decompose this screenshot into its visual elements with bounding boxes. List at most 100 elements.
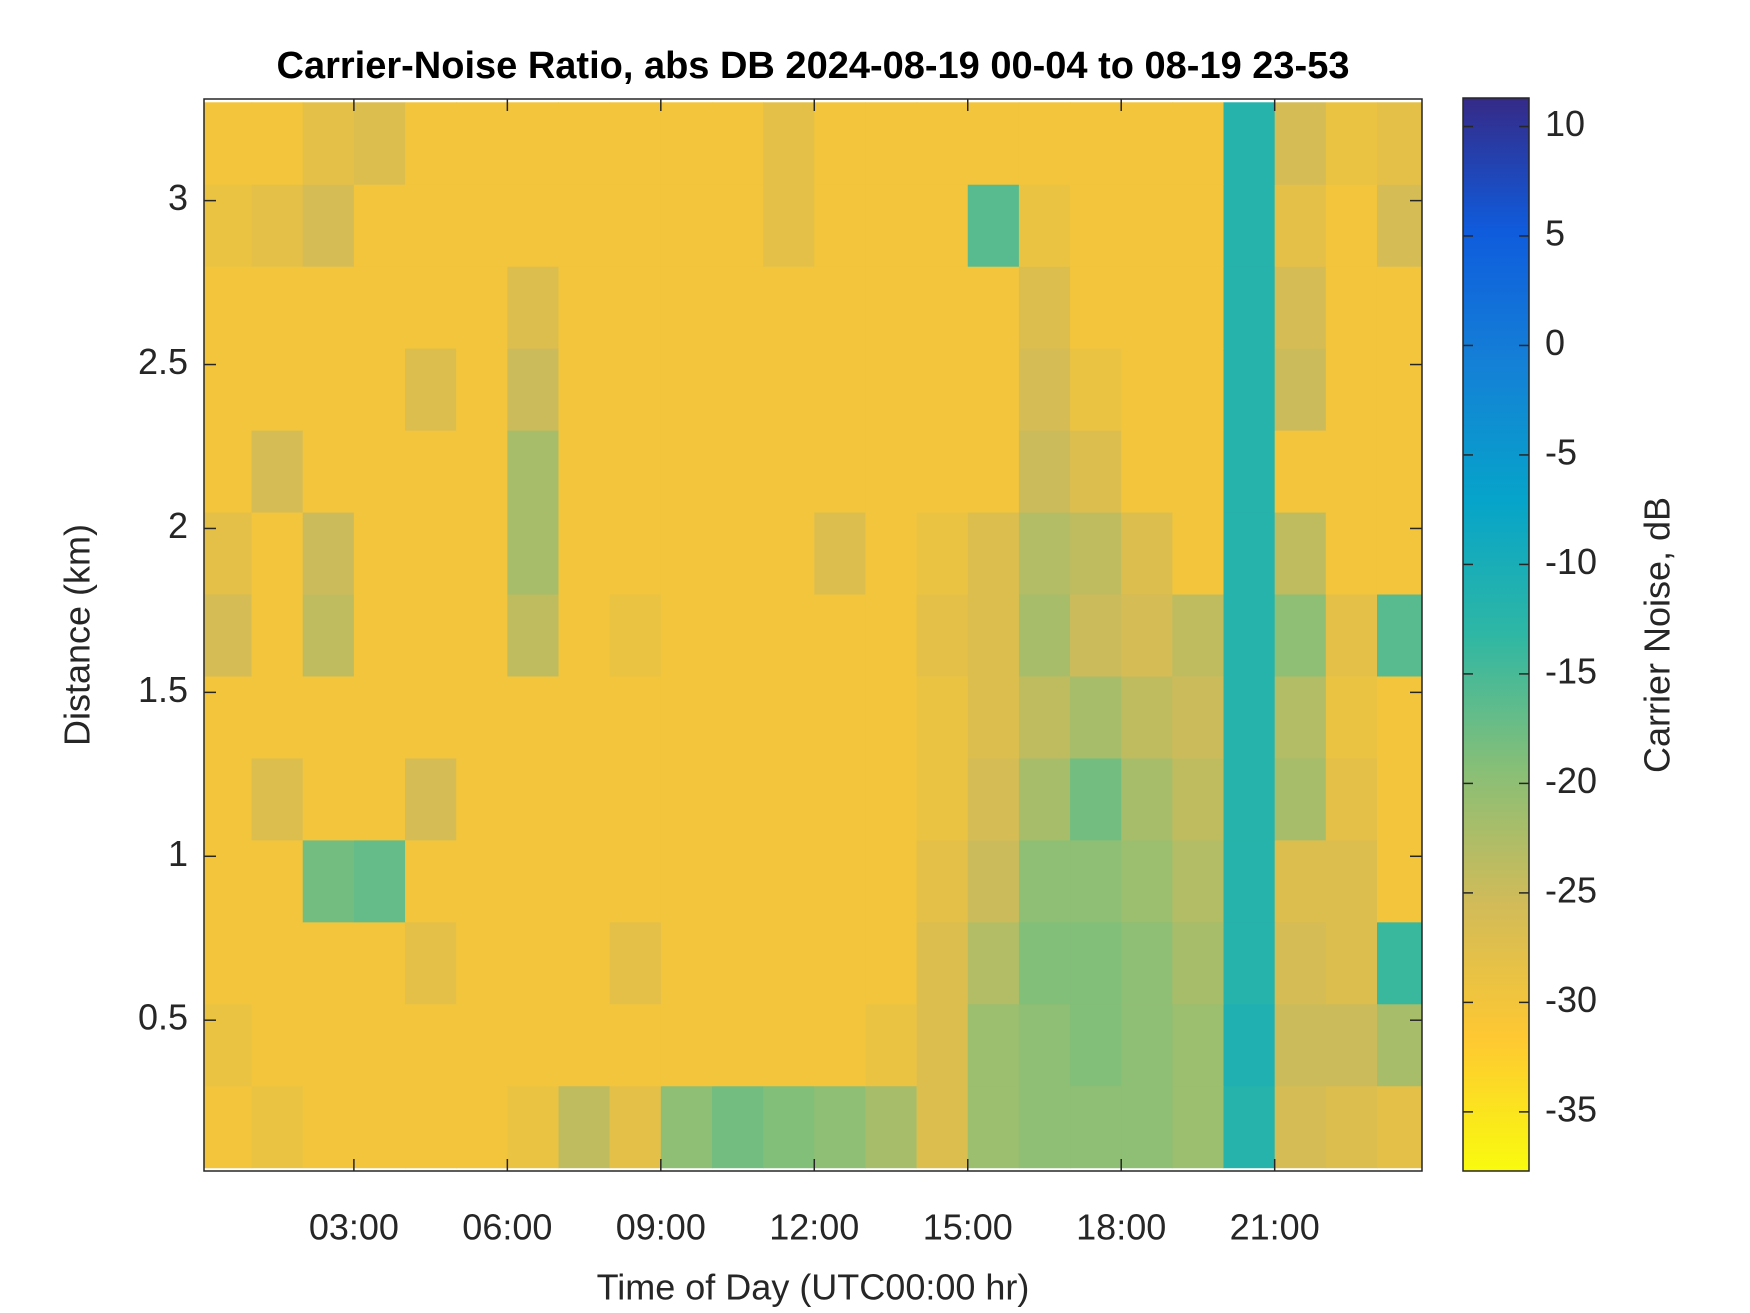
heatmap-cell bbox=[353, 675, 406, 759]
heatmap-cell bbox=[916, 839, 969, 923]
heatmap-cell bbox=[456, 1085, 508, 1169]
heatmap-cell bbox=[711, 675, 764, 759]
heatmap-cell bbox=[814, 512, 866, 595]
heatmap-cell bbox=[1172, 1003, 1225, 1087]
heatmap-cell bbox=[1274, 921, 1327, 1005]
heatmap-cell bbox=[1121, 1003, 1173, 1087]
heatmap-cell bbox=[763, 430, 815, 513]
heatmap-cell bbox=[558, 1003, 611, 1087]
heatmap-cell bbox=[865, 512, 918, 595]
x-tick-label: 09:00 bbox=[616, 1207, 706, 1248]
heatmap-cell bbox=[558, 594, 611, 677]
heatmap-cell bbox=[1223, 675, 1276, 759]
heatmap-cell bbox=[865, 594, 918, 677]
heatmap-cell bbox=[302, 430, 355, 513]
x-tick-label: 03:00 bbox=[309, 1207, 399, 1248]
heatmap-cell bbox=[251, 430, 304, 513]
heatmap-cell bbox=[1070, 184, 1122, 267]
heatmap-cell bbox=[558, 757, 611, 841]
heatmap-cell bbox=[353, 594, 406, 677]
heatmap-cell bbox=[251, 921, 304, 1005]
heatmap-cell bbox=[711, 1003, 764, 1087]
heatmap-cell bbox=[353, 184, 406, 267]
heatmap-cell bbox=[251, 757, 304, 841]
x-tick-label: 12:00 bbox=[769, 1207, 859, 1248]
heatmap-cell bbox=[660, 1003, 713, 1087]
heatmap-cell bbox=[763, 266, 815, 349]
heatmap-cell bbox=[1376, 921, 1422, 1005]
heatmap-cell bbox=[507, 266, 560, 349]
heatmap-cell bbox=[865, 102, 918, 185]
heatmap-cell bbox=[405, 348, 457, 431]
heatmap-cell bbox=[1223, 839, 1276, 923]
x-tick-label: 06:00 bbox=[462, 1207, 552, 1248]
heatmap-cell bbox=[353, 757, 406, 841]
heatmap-cell bbox=[405, 839, 457, 923]
heatmap-cell bbox=[456, 839, 508, 923]
heatmap-cell bbox=[1070, 757, 1122, 841]
heatmap-cell bbox=[1274, 184, 1327, 267]
heatmap-cell bbox=[609, 266, 662, 349]
heatmap-cell bbox=[1376, 594, 1422, 677]
colorbar-tick-label: -20 bbox=[1545, 760, 1597, 801]
heatmap-cell bbox=[302, 839, 355, 923]
heatmap-cell bbox=[204, 102, 253, 185]
heatmap-cell bbox=[865, 757, 918, 841]
heatmap-cell bbox=[1121, 348, 1173, 431]
heatmap-cell bbox=[1223, 1085, 1276, 1169]
heatmap-cell bbox=[814, 430, 866, 513]
heatmap-cell bbox=[251, 839, 304, 923]
heatmap-cell bbox=[1018, 184, 1071, 267]
heatmap-cell bbox=[204, 757, 253, 841]
heatmap-cell bbox=[763, 102, 815, 185]
heatmap-cell bbox=[967, 1085, 1020, 1169]
heatmap-cell bbox=[865, 266, 918, 349]
heatmap-cell bbox=[302, 266, 355, 349]
heatmap-cell bbox=[609, 594, 662, 677]
heatmap-cell bbox=[1223, 512, 1276, 595]
heatmap-cell bbox=[660, 266, 713, 349]
colorbar-tick-label: 0 bbox=[1545, 322, 1565, 363]
colorbar-tick-label: 10 bbox=[1545, 103, 1585, 144]
heatmap-cell bbox=[1121, 266, 1173, 349]
heatmap-cell bbox=[916, 675, 969, 759]
heatmap-cell bbox=[251, 348, 304, 431]
heatmap-cell bbox=[916, 430, 969, 513]
heatmap-cell bbox=[814, 594, 866, 677]
heatmap-cell bbox=[660, 430, 713, 513]
heatmap-cell bbox=[1018, 594, 1071, 677]
heatmap-cell bbox=[609, 921, 662, 1005]
heatmap-cell bbox=[1325, 512, 1378, 595]
heatmap-cell bbox=[609, 430, 662, 513]
heatmap-cell bbox=[1172, 839, 1225, 923]
heatmap-cell bbox=[1325, 430, 1378, 513]
heatmap-cell bbox=[558, 184, 611, 267]
heatmap-cell bbox=[711, 430, 764, 513]
heatmap-cell bbox=[1172, 430, 1225, 513]
heatmap-cell bbox=[456, 184, 508, 267]
heatmap-cell bbox=[204, 266, 253, 349]
heatmap-cell bbox=[763, 512, 815, 595]
heatmap-cell bbox=[660, 921, 713, 1005]
heatmap-cell bbox=[1325, 348, 1378, 431]
heatmap-cell bbox=[251, 1085, 304, 1169]
heatmap-cell bbox=[456, 512, 508, 595]
heatmap-cell bbox=[865, 184, 918, 267]
heatmap-cell bbox=[660, 1085, 713, 1169]
heatmap-cell bbox=[1172, 512, 1225, 595]
colorbar-label: Carrier Noise, dB bbox=[1637, 497, 1678, 773]
heatmap-cell bbox=[1070, 1085, 1122, 1169]
heatmap-cell bbox=[1274, 512, 1327, 595]
heatmap-cell bbox=[353, 921, 406, 1005]
heatmap-cell bbox=[1121, 675, 1173, 759]
heatmap-cell bbox=[1070, 266, 1122, 349]
heatmap-cell bbox=[1376, 102, 1422, 185]
heatmap-cell bbox=[558, 430, 611, 513]
heatmap-cell bbox=[1018, 266, 1071, 349]
heatmap-cell bbox=[353, 1003, 406, 1087]
heatmap-cell bbox=[660, 594, 713, 677]
heatmap-cell bbox=[967, 348, 1020, 431]
colorbar-tick-label: -25 bbox=[1545, 869, 1597, 910]
heatmap-cell bbox=[558, 512, 611, 595]
heatmap-cell bbox=[507, 512, 560, 595]
